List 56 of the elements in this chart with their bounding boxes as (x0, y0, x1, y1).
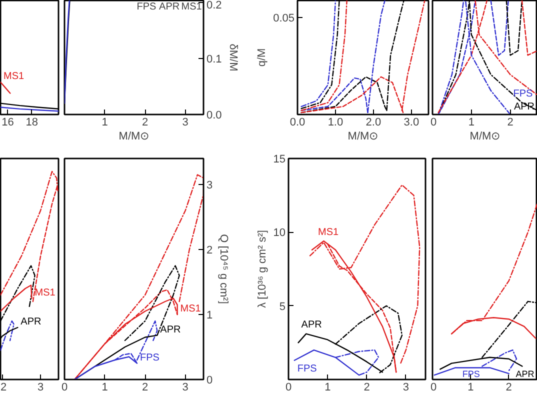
series-label: APR (514, 102, 534, 113)
series-label: MS1 (318, 226, 339, 238)
series-label: APR (516, 369, 535, 380)
y-tick-label: 15 (273, 154, 286, 166)
series-label: FPS (140, 352, 160, 364)
x-tick-label: 3 (182, 116, 188, 128)
x-axis-title: M/M⊙ (470, 130, 500, 142)
y-tick-label: 0.1 (206, 54, 222, 66)
x-tick-label: 3 (182, 382, 188, 393)
x-axis-title: M/M⊙ (348, 130, 378, 142)
y-tick-label: 0.2 (206, 0, 222, 12)
x-tick-label: 2 (142, 116, 148, 128)
y-tick-label: 5 (279, 300, 286, 313)
y-tick-label: 3 (206, 180, 213, 192)
x-tick-label: 1 (102, 116, 108, 128)
y-tick-label: 2 (206, 244, 213, 256)
series-label: APR (20, 316, 42, 328)
y-tick-label: 1 (206, 310, 213, 322)
annotation: MS1 (181, 2, 202, 12)
y-axis-title: q/M (256, 48, 268, 67)
series-label: MS1 (4, 71, 24, 82)
series-label: APR (160, 324, 181, 336)
x-tick-label: 3 (38, 382, 44, 393)
series-label: FPS (462, 369, 480, 380)
series-label: MS1 (34, 287, 56, 298)
annotation: FPS (136, 2, 157, 12)
series-label: FPS (297, 363, 318, 374)
series-label: MS1 (180, 304, 202, 314)
series-label: FPS (513, 88, 534, 100)
series-label: APR (301, 320, 322, 331)
x-tick-label: 0 (430, 116, 437, 128)
x-axis-title: M/M⊙ (118, 130, 150, 142)
text: 0.05 (273, 12, 295, 24)
x-tick-label: 0 (430, 382, 437, 393)
x-tick-label: 2 (506, 382, 512, 393)
x-tick-label: 16 (2, 116, 14, 128)
y-axis-title: Q [10⁴⁵ g cm²] (218, 234, 230, 304)
x-tick-label: 3.0 (404, 116, 420, 128)
x-tick-label: 1 (102, 382, 108, 393)
x-tick-label: 2 (142, 382, 148, 393)
y-axis-title: λ [10³⁶ g cm² s²] (256, 230, 268, 308)
y-tick-label: 10 (273, 227, 286, 240)
x-tick-label: 0.0 (290, 116, 306, 128)
x-tick-label: 2.0 (366, 116, 382, 128)
annotation: APR (159, 2, 180, 12)
x-tick-label: 18 (26, 116, 38, 128)
x-tick-label: 1.0 (328, 116, 344, 128)
x-tick-label: 2 (507, 116, 514, 128)
x-tick-label: 2 (364, 382, 370, 393)
x-tick-label: 0 (61, 382, 68, 393)
y-axis-title: δM/M (226, 44, 239, 72)
x-tick-label: 1 (468, 382, 474, 393)
x-tick-label: 3 (402, 382, 409, 393)
x-tick-label: 1 (468, 116, 474, 128)
x-tick-label: 2 (0, 382, 7, 393)
x-tick-label: 1 (324, 382, 331, 393)
